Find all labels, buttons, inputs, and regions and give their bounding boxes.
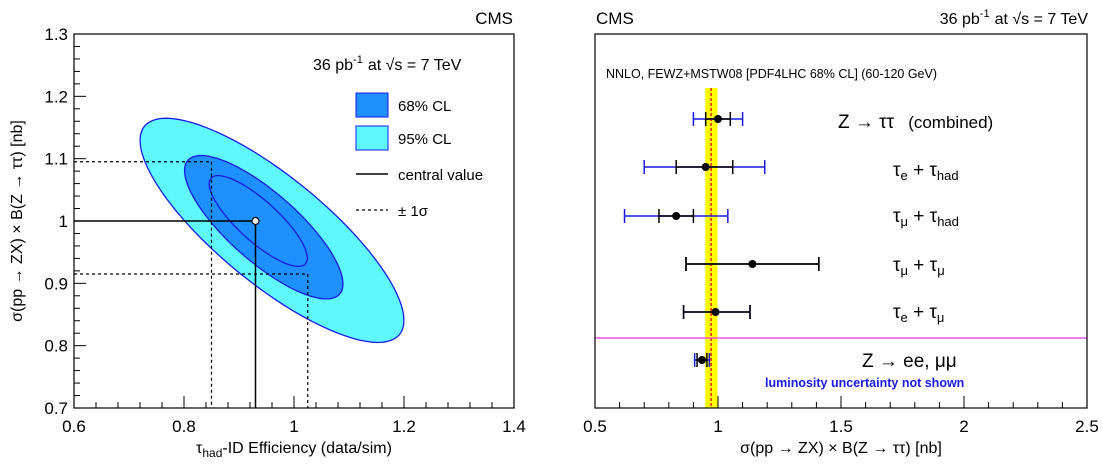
legend-68cl-label: 68% CL [398, 98, 451, 115]
left-legend: 68% CL 95% CL central value ± 1σ [355, 92, 483, 220]
right-lumi-label: 36 pb-1 at √s = 7 TeV [940, 8, 1089, 28]
label-etau-mu: τe + τμ [893, 302, 944, 325]
right-x-axis: 0.5 1 1.5 2 2.5 [583, 396, 1099, 436]
left-panel: CMS 0.6 0.8 1 1.2 1.4 0.7 0.8 0.9 1 1.1 1.2 1.3 36… [9, 9, 526, 460]
confidence-contours [139, 117, 405, 344]
label-combined: Z → ττ (combined) [838, 112, 993, 133]
legend-68cl-swatch [355, 92, 389, 118]
measurement-labels: Z → ττ (combined) τe + τhad τμ + τhad τμ … [838, 112, 993, 372]
measurement-point [685, 257, 820, 271]
x-tick-label: 0.5 [583, 417, 607, 436]
right-plot-frame [594, 33, 1088, 409]
contour-1sigma [208, 174, 308, 268]
legend-95cl-label: 95% CL [398, 131, 451, 148]
y-tick-label: 1.3 [44, 25, 68, 44]
label-z-ee-mumu: Z → ee, μμ [862, 351, 957, 372]
x-tick-label: 1.4 [502, 417, 526, 436]
measurement-marker [701, 163, 710, 171]
legend-sigma-label: ± 1σ [398, 203, 429, 220]
y-tick-label: 1.2 [44, 87, 68, 106]
x-tick-label: 2.5 [1075, 417, 1099, 436]
x-tick-label: 1 [289, 417, 298, 436]
y-tick-label: 1.1 [44, 150, 68, 169]
measurements [623, 112, 820, 367]
measurement-point [623, 209, 729, 223]
right-cms-label: CMS [596, 9, 634, 28]
y-tick-label: 0.7 [44, 399, 68, 418]
left-x-axis: 0.6 0.8 1 1.2 1.4 [62, 396, 526, 436]
label-etau-had: τe + τhad [893, 160, 959, 183]
theory-label: NNLO, FEWZ+MSTW08 [PDF4LHC 68% CL] (60-1… [606, 67, 937, 81]
left-y-axis-title: σ(pp → ZX) × B(Z → ττ) [nb] [9, 120, 26, 322]
left-lumi-label: 36 pb-1 at √s = 7 TeV [313, 54, 462, 74]
measurement-marker [698, 356, 707, 364]
x-tick-label: 1.5 [829, 417, 853, 436]
legend-central-label: central value [398, 167, 483, 184]
measurement-point [682, 305, 751, 319]
x-tick-label: 1 [713, 417, 722, 436]
x-tick-label: 0.6 [62, 417, 86, 436]
x-tick-label: 0.8 [172, 417, 196, 436]
legend-95cl-swatch [355, 125, 389, 151]
measurement-marker [748, 260, 757, 268]
left-x-axis-title: τhad-ID Efficiency (data/sim) [196, 440, 392, 459]
label-mutau-mu: τμ + τμ [893, 255, 945, 278]
measurement-marker [714, 115, 722, 123]
x-tick-label: 2 [959, 417, 968, 436]
contour-68cl [183, 154, 344, 300]
measurement-point [693, 353, 711, 367]
measurement-point [643, 160, 766, 174]
right-panel: CMS 36 pb-1 at √s = 7 TeV 0.5 1 1.5 2 2.5 NNL… [583, 8, 1099, 457]
y-tick-label: 0.9 [44, 274, 68, 293]
left-y-axis: 0.7 0.8 0.9 1 1.1 1.2 1.3 [44, 25, 86, 418]
measurement-marker [711, 308, 720, 316]
label-mutau-had: τμ + τhad [893, 206, 959, 229]
measurement-point [692, 112, 744, 126]
x-tick-label: 1.2 [392, 417, 416, 436]
measurement-marker [672, 212, 681, 220]
central-value-marker [251, 216, 260, 226]
left-cms-label: CMS [475, 9, 513, 28]
central-value-lines [74, 161, 309, 408]
luminosity-note: luminosity uncertainty not shown [765, 376, 964, 390]
y-tick-label: 1 [59, 212, 68, 231]
right-x-axis-title: σ(pp → ZX) × B(Z → ττ) [nb] [740, 440, 942, 457]
y-tick-label: 0.8 [44, 337, 68, 356]
